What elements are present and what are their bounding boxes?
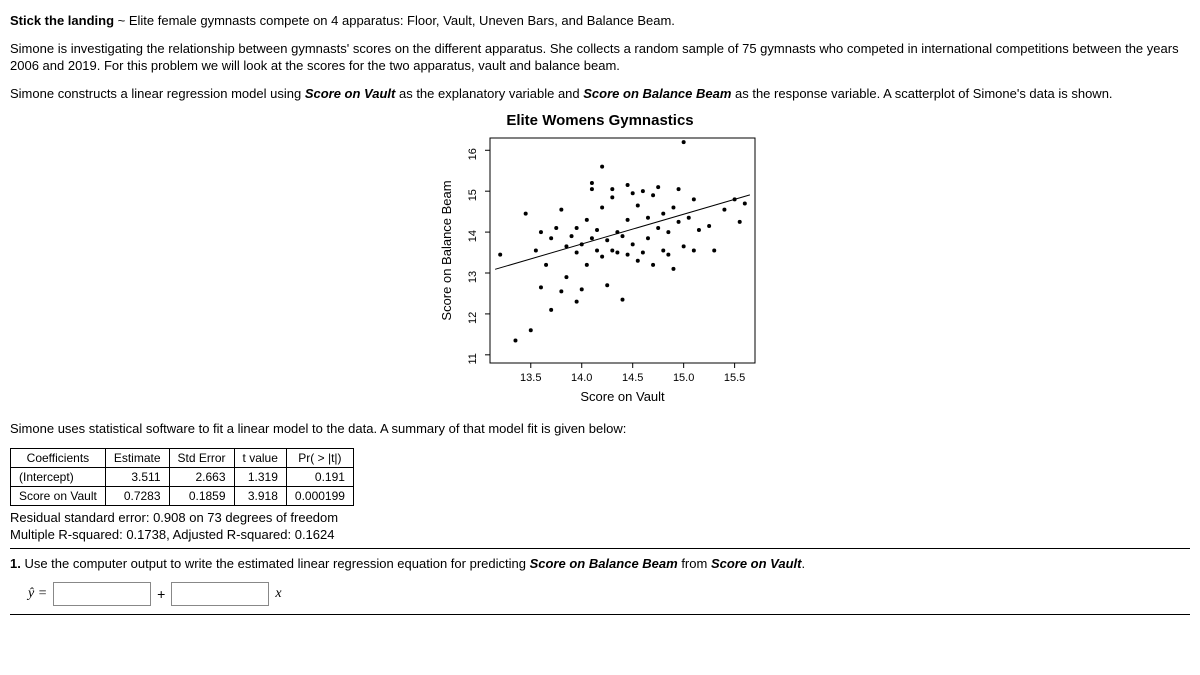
table-cell: 3.918 (234, 486, 286, 505)
table-cell: 1.319 (234, 467, 286, 486)
divider-1 (10, 548, 1190, 549)
q1-x: Score on Vault (711, 556, 802, 571)
question-1: 1. Use the computer output to write the … (10, 555, 1190, 573)
svg-text:12: 12 (467, 312, 479, 324)
divider-2 (10, 614, 1190, 615)
coef-header: Estimate (105, 448, 169, 467)
table-row: (Intercept)3.5112.6631.3190.191 (11, 467, 354, 486)
svg-text:14: 14 (467, 230, 479, 242)
table-cell: 0.000199 (286, 486, 353, 505)
svg-text:Score on Vault: Score on Vault (580, 389, 665, 404)
p3-y: Score on Balance Beam (583, 86, 731, 101)
q1-a: Use the computer output to write the est… (21, 556, 530, 571)
intercept-input[interactable] (53, 582, 151, 606)
table-row: Score on Vault0.72830.18593.9180.000199 (11, 486, 354, 505)
coef-header: t value (234, 448, 286, 467)
stats-line-1: Residual standard error: 0.908 on 73 deg… (10, 510, 1190, 525)
plus-sign: + (157, 586, 165, 602)
q1-y: Score on Balance Beam (530, 556, 678, 571)
svg-text:14.0: 14.0 (571, 372, 592, 384)
svg-text:13: 13 (467, 271, 479, 283)
p3c: as the response variable. A scatterplot … (731, 86, 1112, 101)
svg-text:16: 16 (467, 148, 479, 160)
table-cell: Score on Vault (11, 486, 106, 505)
q1-num: 1. (10, 556, 21, 571)
table-cell: 0.7283 (105, 486, 169, 505)
yhat-label: ŷ = (28, 586, 47, 602)
scatter-chart: Elite Womens Gymnastics 13.5 14.0 14.5 15.0… (10, 112, 1190, 416)
coef-header: Std Error (169, 448, 234, 467)
stats-line-2: Multiple R-squared: 0.1738, Adjusted R-s… (10, 527, 1190, 542)
svg-text:14.5: 14.5 (622, 372, 643, 384)
table-cell: 3.511 (105, 467, 169, 486)
table-cell: 0.1859 (169, 486, 234, 505)
scatter-svg: 13.5 14.0 14.5 15.0 15.5 11 12 13 14 15 16 Score on… (435, 133, 765, 413)
coef-header: Coefficients (11, 448, 106, 467)
q1-b: from (678, 556, 711, 571)
lead-bold: Stick the landing (10, 13, 114, 28)
table-cell: 0.191 (286, 467, 353, 486)
svg-text:15.0: 15.0 (673, 372, 694, 384)
intro-p2: Simone is investigating the relationship… (10, 40, 1190, 75)
intro-p3: Simone constructs a linear regression mo… (10, 85, 1190, 103)
summary-intro: Simone uses statistical software to fit … (10, 420, 1190, 438)
q1-c: . (801, 556, 805, 571)
slope-input[interactable] (171, 582, 269, 606)
x-label: x (275, 586, 281, 602)
svg-text:13.5: 13.5 (520, 372, 541, 384)
coef-header: Pr( > |t|) (286, 448, 353, 467)
svg-text:15.5: 15.5 (724, 372, 745, 384)
equation-row: ŷ = + x (28, 582, 1190, 606)
intro-line-1: Stick the landing ~ Elite female gymnast… (10, 12, 1190, 30)
p3-x: Score on Vault (305, 86, 396, 101)
lead-rest: ~ Elite female gymnasts compete on 4 app… (114, 13, 675, 28)
svg-text:Score on Balance Beam: Score on Balance Beam (439, 181, 454, 321)
svg-text:11: 11 (467, 353, 479, 364)
table-cell: (Intercept) (11, 467, 106, 486)
coefficients-table: CoefficientsEstimateStd Errort valuePr( … (10, 448, 354, 506)
svg-text:15: 15 (467, 189, 479, 201)
chart-title: Elite Womens Gymnastics (10, 112, 1190, 129)
p3b: as the explanatory variable and (395, 86, 583, 101)
table-cell: 2.663 (169, 467, 234, 486)
p3a: Simone constructs a linear regression mo… (10, 86, 305, 101)
